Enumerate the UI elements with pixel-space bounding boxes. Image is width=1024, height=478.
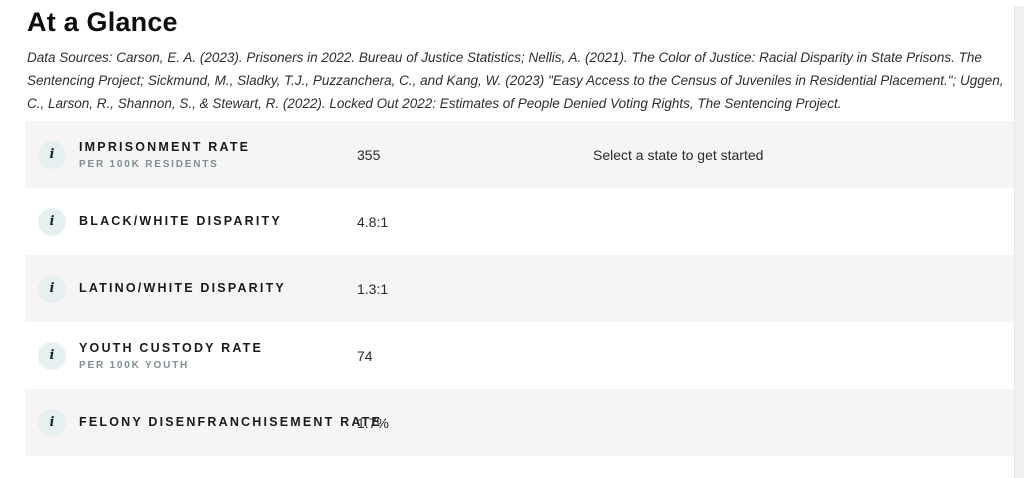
- info-button[interactable]: i: [38, 274, 66, 303]
- stat-labels: BLACK/WHITE DISPARITY: [79, 214, 282, 229]
- stat-value: 355: [357, 146, 381, 163]
- info-icon: i: [49, 281, 55, 296]
- stat-label: FELONY DISENFRANCHISEMENT RATE: [79, 415, 383, 429]
- info-button[interactable]: i: [38, 140, 66, 169]
- data-sources-text: Data Sources: Carson, E. A. (2023). Pris…: [27, 50, 1004, 111]
- stat-labels: YOUTH CUSTODY RATE PER 100K YOUTH: [79, 341, 263, 371]
- state-select-prompt: Select a state to get started: [593, 146, 764, 163]
- stat-row-youth-custody-rate: i YOUTH CUSTODY RATE PER 100K YOUTH 74: [25, 322, 1014, 389]
- info-icon: i: [49, 348, 55, 363]
- stat-row-black-white-disparity: i BLACK/WHITE DISPARITY 4.8:1: [25, 188, 1014, 255]
- stat-label: IMPRISONMENT RATE: [79, 139, 251, 154]
- stat-sublabel: PER 100K YOUTH: [79, 359, 190, 371]
- stat-labels: FELONY DISENFRANCHISEMENT RATE: [79, 415, 382, 430]
- info-button[interactable]: i: [38, 207, 66, 236]
- info-button[interactable]: i: [38, 341, 66, 370]
- stat-value: 1.7%: [357, 414, 389, 431]
- stat-sublabel: PER 100K RESIDENTS: [79, 158, 219, 170]
- stat-label: YOUTH CUSTODY RATE: [79, 340, 264, 355]
- stat-row-imprisonment-rate: i IMPRISONMENT RATE PER 100K RESIDENTS 3…: [25, 121, 1014, 188]
- info-icon: i: [49, 415, 55, 430]
- stat-labels: IMPRISONMENT RATE PER 100K RESIDENTS: [79, 140, 250, 170]
- stat-value: 74: [357, 347, 373, 364]
- info-icon: i: [49, 214, 55, 229]
- stat-label: BLACK/WHITE DISPARITY: [79, 214, 282, 228]
- stat-label: LATINO/WHITE DISPARITY: [79, 281, 286, 295]
- stat-value: 1.3:1: [357, 280, 389, 297]
- stat-row-felony-disenfranchisement-rate: i FELONY DISENFRANCHISEMENT RATE 1.7%: [25, 389, 1014, 456]
- scrollbar[interactable]: [1014, 6, 1024, 478]
- page-title: At a Glance: [27, 7, 178, 37]
- stat-value: 4.8:1: [357, 213, 389, 230]
- stat-row-latino-white-disparity: i LATINO/WHITE DISPARITY 1.3:1: [25, 255, 1014, 322]
- info-icon: i: [49, 147, 55, 162]
- stats-table: i IMPRISONMENT RATE PER 100K RESIDENTS 3…: [25, 121, 1014, 456]
- stat-labels: LATINO/WHITE DISPARITY: [79, 281, 286, 296]
- info-button[interactable]: i: [38, 408, 66, 437]
